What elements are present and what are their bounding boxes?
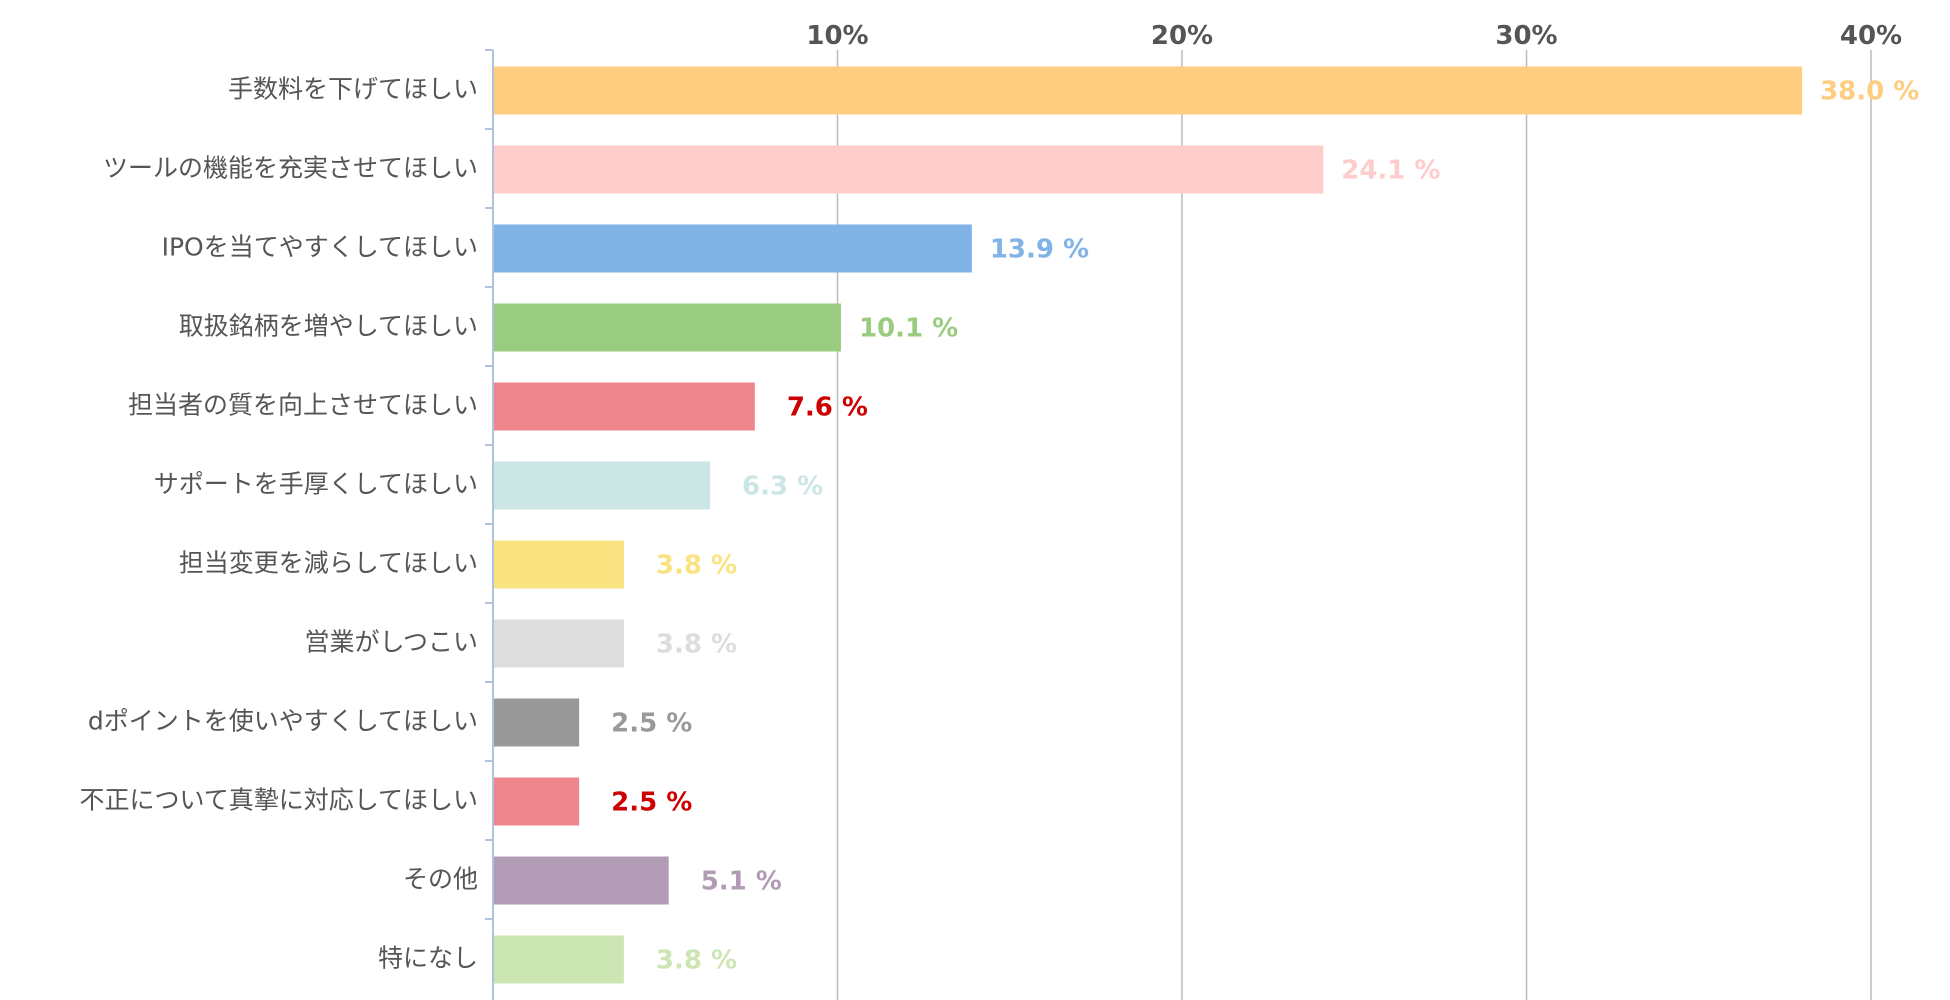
- bar: [493, 540, 624, 589]
- bar: [493, 698, 580, 747]
- grid-layer: [836, 50, 1872, 1000]
- value-label: 7.6 %: [787, 393, 868, 423]
- x-tick-labels: 10% 20% 30% 40%: [806, 21, 1902, 51]
- bar: [493, 382, 755, 431]
- category-label: 担当者の質を向上させてほしい: [128, 391, 478, 420]
- category-label: 営業がしつこい: [304, 628, 478, 657]
- y-axis: [485, 49, 494, 1000]
- x-tick-label: 10%: [806, 21, 868, 51]
- value-label: 3.8 %: [656, 946, 737, 976]
- value-label: 3.8 %: [656, 551, 737, 581]
- value-labels: 38.0 % 24.1 % 13.9 % 10.1 % 7.6 % 6.3 % 3.8 % 3…: [611, 77, 1919, 976]
- bar: [493, 145, 1324, 194]
- category-label: ツールの機能を充実させてほしい: [103, 154, 478, 183]
- value-label: 2.5 %: [611, 709, 692, 739]
- value-label: 3.8 %: [656, 630, 737, 660]
- bars: [493, 66, 1803, 984]
- bar: [493, 619, 624, 668]
- category-label: サポートを手厚くしてほしい: [154, 470, 478, 499]
- category-label: 特になし: [378, 944, 478, 973]
- category-label: dポイントを使いやすくしてほしい: [88, 707, 478, 736]
- value-label: 13.9 %: [990, 235, 1089, 265]
- bar: [493, 224, 972, 273]
- x-tick-label: 30%: [1495, 21, 1557, 51]
- bar: [493, 66, 1803, 115]
- category-label: 手数料を下げてほしい: [228, 75, 478, 104]
- value-label: 5.1 %: [701, 867, 782, 897]
- bar: [493, 303, 841, 352]
- category-label: 担当変更を減らしてほしい: [179, 549, 478, 578]
- value-label: 38.0 %: [1820, 77, 1919, 107]
- value-label: 10.1 %: [859, 314, 958, 344]
- value-label: 24.1 %: [1341, 156, 1440, 186]
- value-label: 6.3 %: [742, 472, 823, 502]
- bar: [493, 777, 580, 826]
- category-label: 取扱銘柄を増やしてほしい: [179, 312, 478, 341]
- x-tick-label: 20%: [1151, 21, 1213, 51]
- x-tick-label: 40%: [1840, 21, 1902, 51]
- bar: [493, 461, 711, 510]
- category-label: 不正について真摯に対応してほしい: [79, 786, 478, 815]
- value-label: 2.5 %: [611, 788, 692, 818]
- category-label: IPOを当てやすくしてほしい: [162, 233, 478, 262]
- category-label: その他: [403, 865, 478, 894]
- bar: [493, 935, 624, 984]
- bar: [493, 856, 669, 905]
